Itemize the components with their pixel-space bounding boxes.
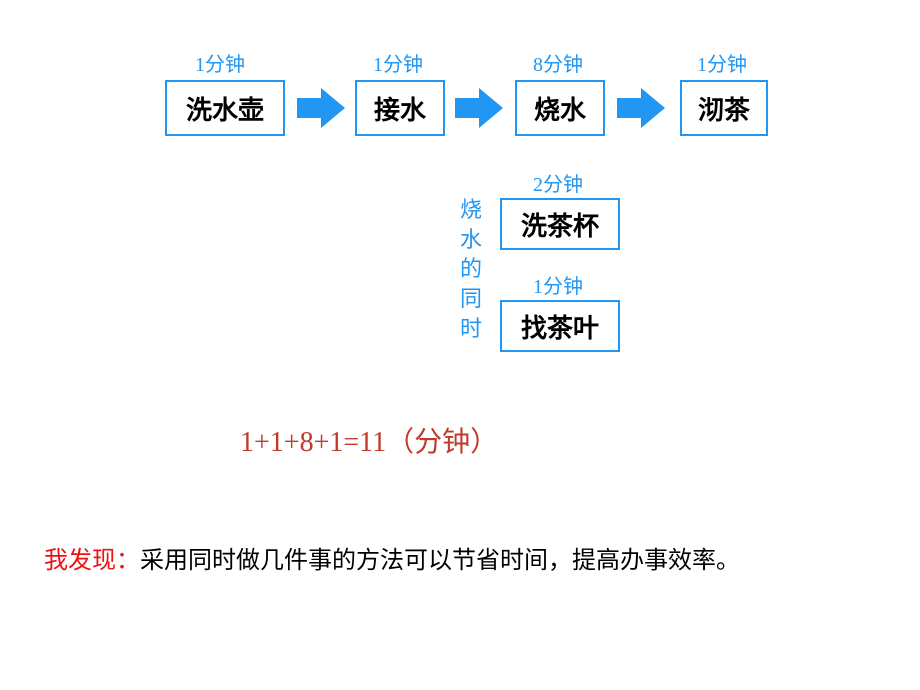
arrow-icon bbox=[455, 88, 503, 133]
vertical-label-boil-meanwhile: 烧水的同时 bbox=[460, 195, 482, 343]
step-label: 接水 bbox=[374, 90, 426, 127]
time-fill-water: 1分钟 bbox=[373, 48, 423, 77]
time-wash-kettle: 1分钟 bbox=[195, 48, 245, 77]
time-wash-cup: 2分钟 bbox=[533, 168, 583, 197]
time-make-tea: 1分钟 bbox=[697, 48, 747, 77]
step-label: 烧水 bbox=[534, 90, 586, 127]
conclusion-prefix: 我发现： bbox=[44, 548, 140, 574]
conclusion-body: 采用同时做几件事的方法可以节省时间，提高办事效率。 bbox=[140, 548, 740, 574]
step-label: 沏茶 bbox=[698, 90, 750, 127]
step-label: 洗水壶 bbox=[186, 90, 264, 127]
conclusion-text: 我发现：采用同时做几件事的方法可以节省时间，提高办事效率。 bbox=[44, 540, 874, 583]
step-boil-water: 烧水 bbox=[515, 80, 605, 136]
time-find-tea: 1分钟 bbox=[533, 270, 583, 299]
step-fill-water: 接水 bbox=[355, 80, 445, 136]
step-wash-kettle: 洗水壶 bbox=[165, 80, 285, 136]
arrow-icon bbox=[297, 88, 345, 133]
step-label: 找茶叶 bbox=[521, 308, 599, 345]
time-boil-water: 8分钟 bbox=[533, 48, 583, 77]
step-find-tea: 找茶叶 bbox=[500, 300, 620, 352]
step-make-tea: 沏茶 bbox=[680, 80, 768, 136]
total-time-equation: 1+1+8+1=11（分钟） bbox=[240, 420, 498, 460]
step-wash-cup: 洗茶杯 bbox=[500, 198, 620, 250]
arrow-icon bbox=[617, 88, 665, 133]
step-label: 洗茶杯 bbox=[521, 206, 599, 243]
